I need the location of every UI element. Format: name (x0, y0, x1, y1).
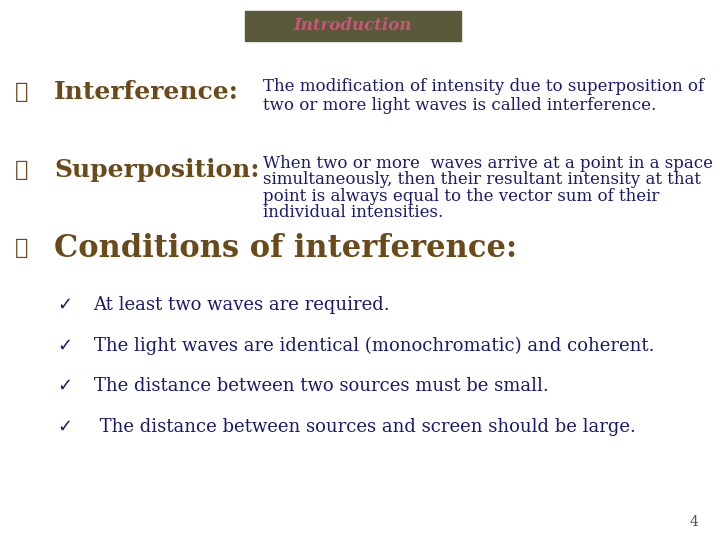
Text: ❖: ❖ (15, 159, 28, 181)
Text: ✓: ✓ (57, 377, 73, 395)
Text: point is always equal to the vector sum of their: point is always equal to the vector sum … (263, 187, 660, 205)
Text: ✓: ✓ (57, 336, 73, 355)
Text: ✓: ✓ (57, 296, 73, 314)
Text: The modification of intensity due to superposition of: The modification of intensity due to sup… (263, 78, 704, 95)
Text: 4: 4 (690, 515, 698, 529)
Text: At least two waves are required.: At least two waves are required. (94, 296, 390, 314)
Text: The distance between sources and screen should be large.: The distance between sources and screen … (94, 417, 636, 436)
Text: Interference:: Interference: (54, 80, 239, 104)
Text: Superposition:: Superposition: (54, 158, 259, 182)
Text: When two or more  waves arrive at a point in a space: When two or more waves arrive at a point… (263, 155, 713, 172)
Text: Introduction: Introduction (294, 17, 412, 34)
Text: Conditions of interference:: Conditions of interference: (54, 233, 517, 264)
Text: ❖: ❖ (15, 81, 28, 103)
Text: individual intensities.: individual intensities. (263, 204, 443, 221)
Text: The light waves are identical (monochromatic) and coherent.: The light waves are identical (monochrom… (94, 336, 654, 355)
Text: ✓: ✓ (57, 417, 73, 436)
Text: The distance between two sources must be small.: The distance between two sources must be… (94, 377, 549, 395)
FancyBboxPatch shape (245, 11, 461, 40)
Text: simultaneously, then their resultant intensity at that: simultaneously, then their resultant int… (263, 171, 701, 188)
Text: ❖: ❖ (15, 238, 28, 259)
Text: two or more light waves is called interference.: two or more light waves is called interf… (263, 97, 656, 114)
